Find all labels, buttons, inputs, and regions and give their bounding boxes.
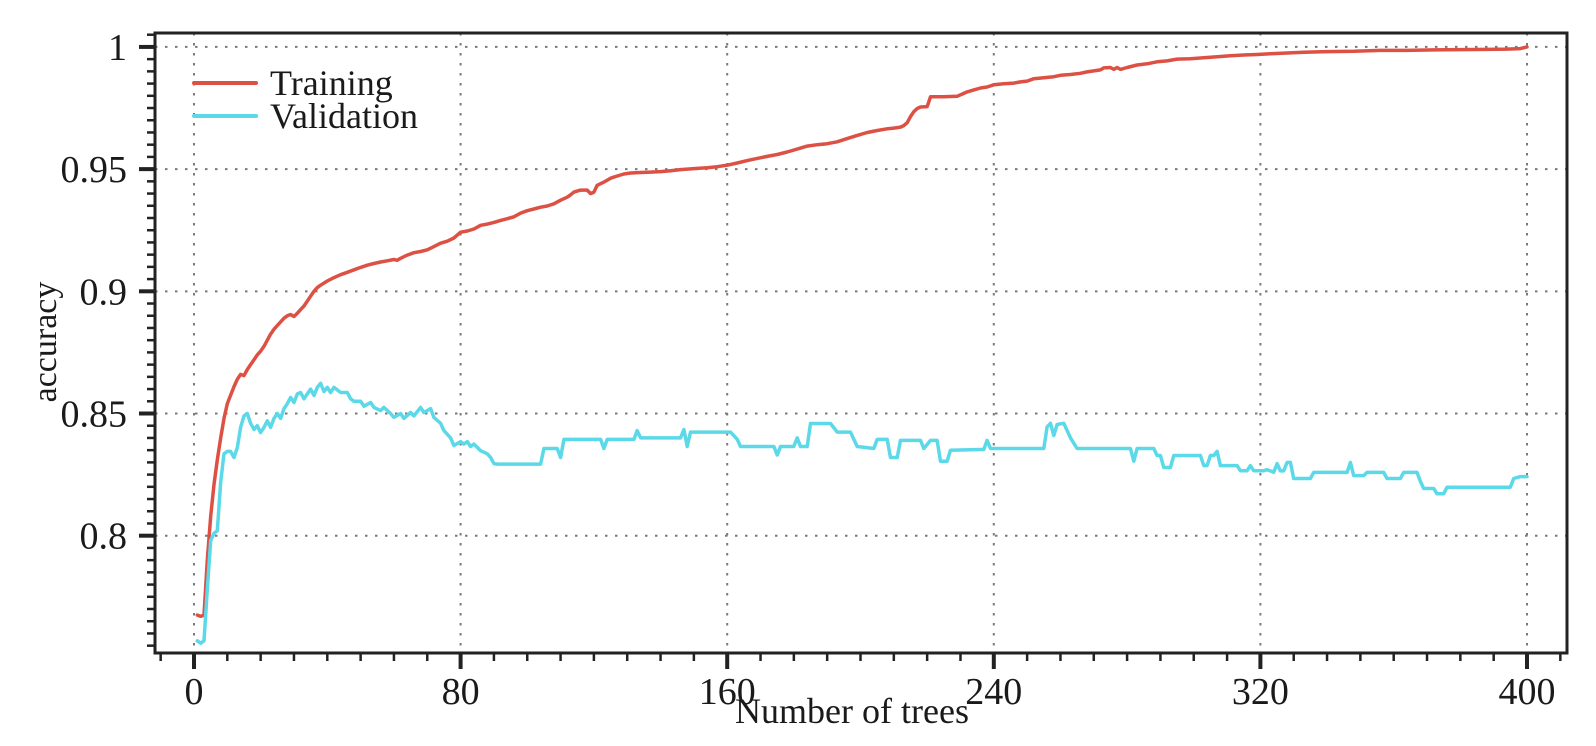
validation-line: [195, 381, 1529, 645]
y-axis-label: accuracy: [27, 281, 64, 403]
x-tick-label: 320: [1232, 671, 1289, 713]
plot-frame: [153, 31, 1569, 655]
y-tick-label: 1: [108, 27, 127, 69]
x-tick-label: 80: [442, 671, 480, 713]
y-tick-label: 0.85: [61, 394, 128, 436]
legend-entry-training: Training: [192, 63, 393, 103]
y-tick-label: 0.8: [80, 516, 128, 558]
x-tick-label: 400: [1499, 671, 1556, 713]
legend-label-training: Training: [270, 63, 393, 103]
training-line: [195, 45, 1529, 619]
legend-label-validation: Validation: [270, 96, 418, 136]
validation-line-swatch: [192, 114, 258, 118]
legend-entry-validation: Validation: [192, 96, 418, 136]
y-tick-label: 0.95: [61, 149, 128, 191]
y-tick-label: 0.9: [80, 271, 128, 313]
x-tick-label: 160: [699, 671, 756, 713]
x-tick-label: 0: [184, 671, 203, 713]
training-line-swatch: [192, 81, 258, 85]
x-tick-label: 240: [965, 671, 1022, 713]
x-axis-label: Number of trees: [735, 691, 969, 731]
